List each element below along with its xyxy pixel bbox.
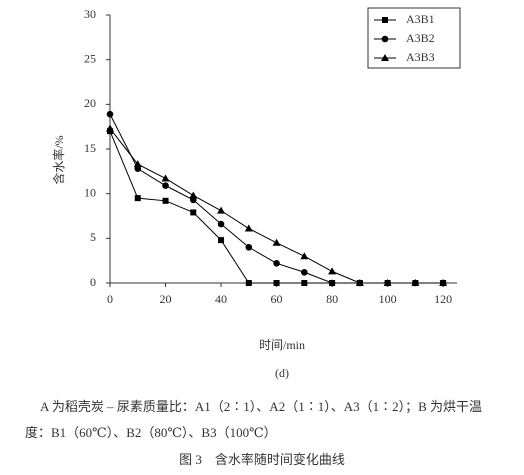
- marker-triangle: [439, 279, 448, 286]
- y-tick-label: 5: [90, 230, 96, 244]
- subtitle: (d): [275, 366, 289, 380]
- legend-label: A3B1: [406, 12, 435, 26]
- legend-label: A3B3: [406, 50, 435, 64]
- marker-square: [190, 209, 197, 216]
- x-tick-label: 20: [160, 292, 172, 306]
- y-tick-label: 10: [84, 185, 96, 199]
- marker-triangle: [383, 279, 392, 286]
- x-tick-label: 120: [434, 292, 452, 306]
- x-axis-label: 时间/min: [259, 338, 305, 352]
- y-tick-label: 20: [84, 96, 96, 110]
- marker-triangle: [161, 174, 170, 182]
- x-tick-label: 100: [379, 292, 397, 306]
- marker-triangle: [244, 224, 253, 232]
- marker-triangle: [189, 191, 198, 199]
- marker-square: [273, 280, 280, 286]
- x-tick-label: 40: [215, 292, 227, 306]
- marker-triangle: [328, 267, 337, 275]
- y-tick-label: 15: [84, 141, 96, 155]
- marker-square: [245, 280, 252, 286]
- marker-triangle: [106, 124, 114, 132]
- marker-triangle: [133, 160, 142, 168]
- legend-marker: [382, 17, 388, 23]
- marker-triangle: [411, 279, 420, 286]
- y-tick-label: 0: [90, 275, 96, 289]
- marker-square: [134, 195, 141, 202]
- series-line: [109, 113, 444, 284]
- marker-triangle: [300, 252, 309, 260]
- marker-circle: [106, 110, 114, 118]
- marker-circle: [245, 243, 253, 251]
- y-tick-label: 30: [84, 7, 96, 21]
- marker-triangle: [217, 206, 226, 214]
- y-axis-label: 含水率/%: [51, 135, 66, 184]
- x-tick-label: 60: [271, 292, 283, 306]
- figure-caption: 图 3 含水率随时间变化曲线: [179, 452, 345, 467]
- marker-square: [218, 237, 225, 244]
- marker-circle: [162, 182, 169, 189]
- x-tick-label: 0: [107, 292, 113, 306]
- x-tick-label: 80: [326, 292, 338, 306]
- marker-circle: [301, 268, 308, 276]
- marker-triangle: [272, 238, 281, 246]
- legend-marker: [381, 54, 389, 61]
- marker-circle: [328, 279, 336, 287]
- series-line: [109, 128, 444, 284]
- note-line: A 为稻壳炭 – 尿素质量比：A1（2∶1）、A2（1∶1）、A3（1∶2）；B…: [40, 399, 482, 415]
- marker-circle: [273, 260, 280, 267]
- legend-marker: [381, 35, 389, 43]
- marker-square: [162, 197, 169, 204]
- y-tick-label: 25: [84, 51, 96, 65]
- marker-triangle: [355, 279, 364, 286]
- marker-circle: [217, 220, 225, 228]
- marker-square: [301, 280, 308, 286]
- note-line: 度：B1（60℃）、B2（80℃）、B3（100℃）: [25, 425, 277, 440]
- legend-label: A3B2: [406, 31, 435, 45]
